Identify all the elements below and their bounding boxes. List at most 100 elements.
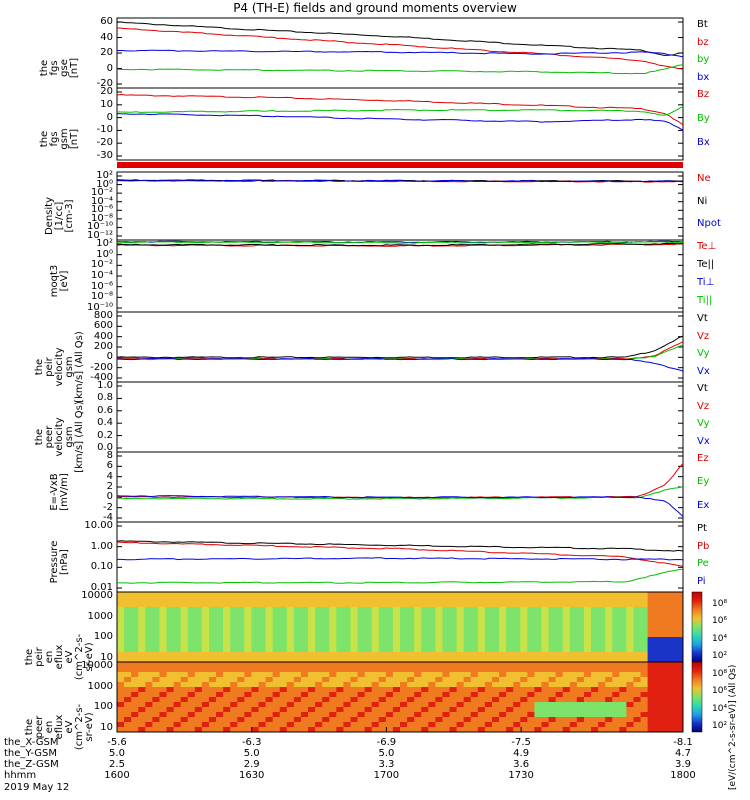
heatmap-cell [308,617,316,623]
heatmap-cell [626,657,634,663]
heatmap-cell [279,637,288,643]
heatmap-cell [329,682,337,688]
heatmap-cell [484,687,493,693]
heatmap-cell [216,667,224,673]
heatmap-cell [286,652,295,658]
heatmap-cell [194,657,203,663]
heatmap-cell [647,662,656,668]
heatmap-cell [562,677,571,683]
y-axis-label: Pressure [nPa] [49,540,70,584]
colorbar [691,661,703,733]
heatmap-cell [279,717,288,723]
heatmap-cell [633,682,642,688]
heatmap-cell [647,687,656,693]
heatmap-cell [223,627,231,633]
heatmap-cell [117,687,125,693]
heatmap-cell [477,702,486,708]
heatmap-cell [392,622,401,628]
heatmap-cell [527,717,535,723]
heatmap-cell [513,712,521,718]
heatmap-cell [322,592,330,598]
heatmap-cell [661,727,670,733]
heatmap-cell [124,682,132,688]
heatmap-cell [378,622,387,628]
heatmap-cell [555,607,564,613]
heatmap-cell [668,657,677,663]
heatmap-cell [392,607,401,613]
heatmap-cell [484,652,493,658]
heatmap-cell [400,702,408,708]
heatmap-cell [520,662,528,668]
heatmap-cell [499,642,507,648]
heatmap-cell [477,647,486,653]
heatmap-cell [562,727,571,733]
heatmap-cell [661,597,670,603]
colorbar-tick-label: 10⁴ [712,633,728,644]
heatmap-cell [145,692,153,698]
heatmap-cell [612,677,620,683]
heatmap-cell [385,727,394,733]
heatmap-cell [598,707,606,713]
heatmap-cell [131,657,139,663]
heatmap-cell [555,597,564,603]
heatmap-cell [562,632,571,638]
heatmap-cell [598,682,606,688]
heatmap-cell [619,602,627,608]
heatmap-cell [513,727,521,733]
heatmap-cell [286,612,295,618]
heatmap-cell [470,627,479,633]
heatmap-cell [244,667,252,673]
heatmap-cell [336,662,344,668]
heatmap-cell [576,642,585,648]
heatmap-cell [541,612,550,618]
heatmap-cell [308,632,316,638]
y-tick-label: 1.00 [90,540,113,552]
heatmap-cell [442,722,451,728]
heatmap-cell [145,707,153,713]
heatmap-cell [265,612,274,618]
heatmap-cell [541,727,550,733]
heatmap-cell [626,707,634,713]
heatmap-cell [187,717,196,723]
heatmap-cell [541,647,550,653]
heatmap-cell [428,702,436,708]
heatmap-cell [385,682,394,688]
heatmap-cell [152,592,160,598]
heatmap-cell [633,617,642,623]
heatmap-cell [336,697,344,703]
heatmap-cell [548,682,557,688]
heatmap-cell [364,687,373,693]
heatmap-cell [640,692,649,698]
heatmap-cell [477,667,486,673]
heatmap-cell [421,652,429,658]
heatmap-cell [265,692,274,698]
panel-frame [116,239,684,313]
heatmap-cell [343,707,351,713]
heatmap-cell [315,672,323,678]
heatmap-cell [668,652,677,658]
heatmap-cell [145,672,153,678]
heatmap-cell [117,657,125,663]
heatmap-cell [576,612,585,618]
heatmap-cell [279,627,288,633]
heatmap-cell [407,682,415,688]
heatmap-cell [265,597,274,603]
heatmap-cell [612,662,620,668]
heatmap-cell [675,727,684,733]
heatmap-cell [131,667,139,673]
heatmap-cell [414,722,422,728]
colorbar-tick-label: 10⁴ [712,703,728,714]
heatmap-cell [619,657,627,663]
heatmap-cell [187,657,196,663]
heatmap-cell [124,622,132,628]
heatmap-cell [449,722,458,728]
heatmap-cell [230,717,238,723]
heatmap-cell [244,652,252,658]
heatmap-cell [187,602,196,608]
heatmap-cell [527,637,535,643]
heatmap-cell [117,602,125,608]
heatmap-cell [555,687,564,693]
heatmap-cell [541,657,550,663]
heatmap-cell [124,692,132,698]
heatmap-cell [173,702,182,708]
